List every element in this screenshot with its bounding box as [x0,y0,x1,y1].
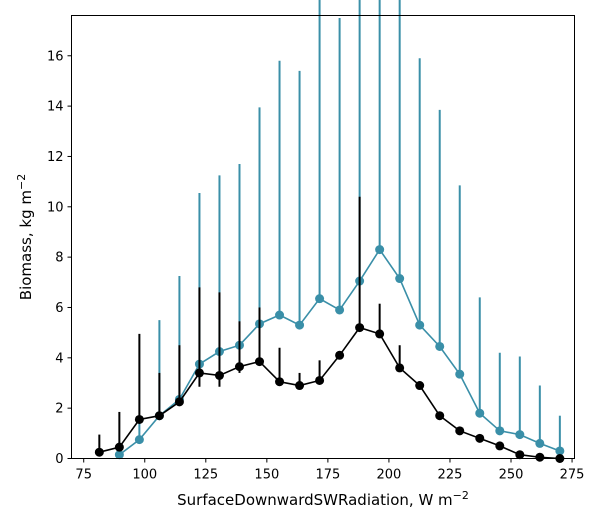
y-tick-label: 14 [47,100,64,115]
data-point [455,426,465,436]
x-tick-label: 225 [438,468,463,483]
data-point [134,435,144,445]
x-tick-label: 100 [132,468,157,483]
y-tick-label: 6 [55,301,63,316]
data-point [535,438,545,448]
data-point [475,408,485,418]
x-tick-label: 275 [560,468,585,483]
data-point [335,305,345,315]
data-point [535,452,545,462]
data-point [194,368,204,378]
data-point [134,414,144,424]
data-point [295,320,305,330]
data-point [295,381,305,391]
plot-frame [71,15,575,459]
data-point [234,362,244,372]
data-point [275,310,285,320]
x-tick-label: 150 [254,468,279,483]
data-point [555,446,565,456]
data-point [475,433,485,443]
y-tick-label: 12 [47,150,64,165]
x-tick-label: 75 [75,468,92,483]
data-point [355,323,365,333]
data-point [495,441,505,451]
series-0 [114,0,565,460]
data-point [375,329,385,339]
data-point [395,274,405,284]
data-point [94,447,104,457]
data-point [214,370,224,380]
y-tick-label: 8 [55,251,63,266]
data-point [255,357,265,367]
data-layer [94,0,565,463]
x-axis-label: SurfaceDownwardSWRadiation, W m−2 [177,489,469,509]
ticks-layer: 75 100 125 150 175 200 225 250 275 0 2 4 6 8 10 12 14 16 [47,49,585,482]
data-point [315,375,325,385]
y-axis-label: Biomass, kg m−2 [15,174,35,300]
y-tick-label: 0 [55,452,63,467]
y-tick-label: 10 [47,200,64,215]
y-tick-label: 16 [47,49,64,64]
data-point [154,411,164,421]
data-point [455,369,465,379]
data-point [174,397,184,407]
data-point [315,294,325,304]
data-point [275,377,285,387]
y-tick-label: 2 [55,402,63,417]
data-point [375,245,385,255]
data-point [114,450,124,460]
data-point [415,320,425,330]
series-1 [94,196,565,463]
data-point [515,430,525,440]
data-point [114,442,124,452]
data-point [435,341,445,351]
data-point [395,363,405,373]
y-tick-label: 4 [55,351,63,366]
x-tick-label: 250 [499,468,524,483]
data-point [415,381,425,391]
x-tick-label: 200 [377,468,402,483]
data-point [495,426,505,436]
x-tick-label: 125 [193,468,218,483]
data-point [335,350,345,360]
series-line [99,326,560,460]
data-point [515,450,525,460]
x-tick-label: 175 [315,468,340,483]
data-point [435,411,445,421]
